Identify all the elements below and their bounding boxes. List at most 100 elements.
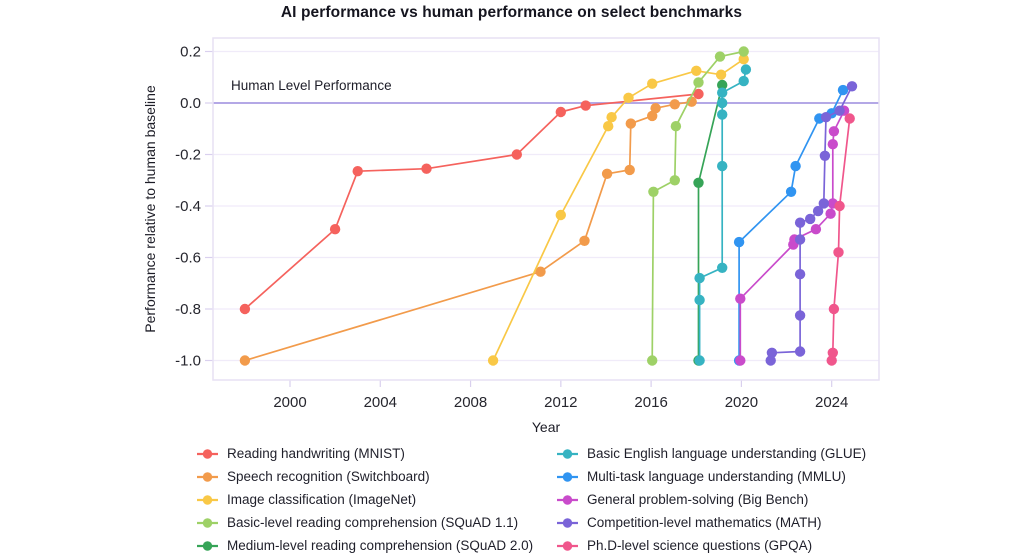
data-point-switchboard	[650, 103, 661, 114]
legend-label-squad20: Medium-level reading comprehension (SQuA…	[227, 538, 534, 553]
data-point-switchboard	[624, 164, 635, 176]
legend-item-mnist[interactable]: Reading handwriting (MNIST)	[197, 442, 557, 465]
data-point-imagenet	[555, 209, 566, 221]
legend-marker-mmlu	[557, 471, 578, 482]
legend-label-math: Competition-level mathematics (MATH)	[587, 515, 822, 530]
series-line-imagenet	[492, 58, 745, 362]
data-point-mmlu	[785, 186, 797, 197]
chart-title: AI performance vs human performance on s…	[280, 4, 743, 21]
legend: Reading handwriting (MNIST) Speech recogn…	[197, 442, 917, 556]
legend-item-switchboard[interactable]: Speech recognition (Switchboard)	[197, 465, 557, 488]
data-point-glue	[740, 64, 752, 75]
legend-marker-bigbench	[557, 494, 578, 505]
legend-marker-mnist	[197, 448, 218, 459]
legend-item-mmlu[interactable]: Multi-task language understanding (MMLU)	[557, 465, 917, 488]
data-point-gpqa	[833, 247, 844, 258]
series-glue	[694, 64, 752, 366]
x-tick-label: 2020	[725, 394, 758, 411]
series-gpqa	[826, 113, 855, 366]
data-point-math	[794, 234, 806, 245]
human-level-annotation: Human Level Performance	[231, 78, 392, 93]
series-line-bigbench	[739, 109, 845, 362]
series-squad11	[647, 46, 749, 366]
data-point-math	[805, 213, 816, 225]
legend-marker-squad11	[197, 517, 218, 528]
legend-marker-squad20	[197, 540, 218, 551]
data-point-switchboard	[535, 266, 546, 277]
x-tick-label: 2004	[364, 394, 397, 411]
y-tick-label: -1.0	[175, 353, 201, 370]
data-point-mnist	[352, 166, 363, 177]
series-line-switchboard	[244, 100, 693, 362]
x-tick-label: 2024	[815, 394, 848, 411]
data-point-math	[794, 217, 806, 228]
legend-item-math[interactable]: Competition-level mathematics (MATH)	[557, 511, 917, 534]
data-point-switchboard	[239, 355, 251, 366]
data-point-mnist	[693, 88, 704, 100]
data-point-squad11	[714, 51, 726, 62]
legend-item-glue[interactable]: Basic English language understanding (GL…	[557, 442, 917, 465]
data-point-math	[794, 269, 806, 280]
data-point-gpqa	[834, 200, 845, 212]
legend-label-imagenet: Image classification (ImageNet)	[227, 492, 417, 507]
data-point-glue	[717, 109, 728, 120]
data-point-bigbench	[827, 139, 838, 150]
data-point-mmlu	[837, 84, 849, 96]
legend-marker-gpqa	[557, 540, 578, 551]
data-point-math	[820, 112, 832, 123]
data-point-squad11	[738, 46, 749, 57]
data-point-mnist	[555, 106, 566, 118]
data-point-mnist	[511, 149, 522, 160]
data-point-math	[794, 310, 806, 321]
legend-marker-math	[557, 517, 578, 528]
series-line-mmlu	[738, 89, 844, 362]
legend-label-switchboard: Speech recognition (Switchboard)	[227, 469, 430, 484]
x-tick-label: 2008	[454, 394, 487, 411]
y-tick-label: 0.2	[180, 44, 201, 61]
data-point-mnist	[580, 100, 591, 111]
data-point-imagenet	[606, 112, 617, 123]
data-point-mnist	[329, 224, 341, 235]
legend-label-mmlu: Multi-task language understanding (MMLU)	[587, 469, 846, 484]
legend-column-1: Reading handwriting (MNIST) Speech recogn…	[197, 442, 557, 556]
series-line-glue	[698, 68, 747, 362]
y-tick-label: -0.6	[175, 250, 201, 267]
data-point-math	[818, 198, 829, 209]
x-tick-label: 2000	[273, 394, 306, 411]
data-point-glue	[694, 272, 705, 284]
series-mmlu	[733, 84, 849, 366]
data-point-glue	[717, 160, 728, 172]
x-axis-title: Year	[531, 419, 561, 435]
data-point-squad11	[648, 186, 659, 197]
data-point-glue	[738, 75, 749, 87]
y-tick-label: -0.8	[175, 301, 201, 318]
data-point-glue	[694, 294, 705, 306]
y-tick-label: -0.4	[175, 198, 201, 215]
legend-marker-imagenet	[197, 494, 218, 505]
data-point-bigbench	[810, 224, 822, 235]
legend-item-bigbench[interactable]: General problem-solving (Big Bench)	[557, 488, 917, 511]
data-point-glue	[717, 87, 728, 98]
data-point-mmlu	[733, 236, 745, 248]
data-point-imagenet	[623, 92, 634, 104]
series-line-math	[769, 85, 853, 362]
x-tick-label: 2016	[634, 394, 667, 411]
data-point-imagenet	[487, 355, 499, 366]
data-point-mnist	[239, 303, 251, 315]
data-point-squad11	[669, 175, 680, 186]
data-point-squad11	[670, 121, 682, 132]
legend-label-squad11: Basic-level reading comprehension (SQuAD…	[227, 515, 519, 530]
legend-item-gpqa[interactable]: Ph.D-level science questions (GPQA)	[557, 534, 917, 556]
data-point-gpqa	[826, 355, 837, 366]
legend-item-squad20[interactable]: Medium-level reading comprehension (SQuA…	[197, 534, 557, 556]
data-point-glue	[717, 262, 728, 273]
data-point-imagenet	[647, 78, 658, 89]
legend-item-squad11[interactable]: Basic-level reading comprehension (SQuAD…	[197, 511, 557, 534]
data-point-imagenet	[738, 54, 749, 65]
data-point-math	[794, 346, 806, 357]
data-point-switchboard	[579, 235, 590, 246]
data-point-imagenet	[691, 65, 702, 77]
legend-item-imagenet[interactable]: Image classification (ImageNet)	[197, 488, 557, 511]
series-line-squad20	[697, 84, 724, 362]
